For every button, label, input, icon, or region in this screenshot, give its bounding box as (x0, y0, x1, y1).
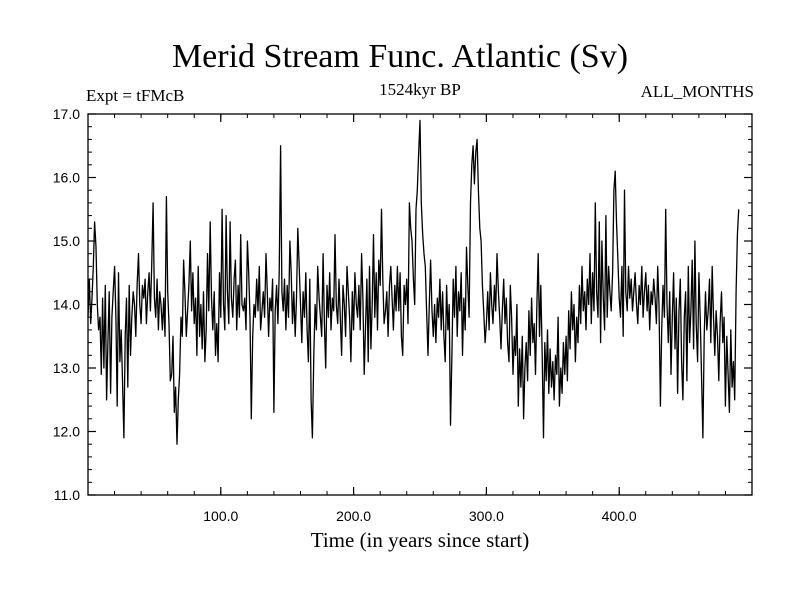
y-tick-label: 11.0 (54, 487, 80, 503)
y-tick-label: 16.0 (53, 170, 80, 186)
chart-subtitle: 1524kyr BP (379, 80, 461, 99)
x-axis-label: Time (in years since start) (310, 528, 530, 552)
y-axis: 11.0 12.0 13.0 14.0 15.0 16.0 17.0 (53, 106, 752, 503)
y-tick-label: 14.0 (53, 297, 80, 313)
x-tick-label: 100.0 (203, 508, 238, 524)
x-tick-label: 300.0 (469, 508, 504, 524)
months-label: ALL_MONTHS (640, 82, 754, 101)
experiment-label: Expt = tFMcB (86, 86, 185, 105)
y-tick-label: 12.0 (53, 424, 80, 440)
series-line (87, 119, 740, 445)
y-tick-label: 15.0 (53, 233, 80, 249)
y-tick-label: 17.0 (53, 106, 80, 122)
y-tick-label: 13.0 (53, 360, 80, 376)
chart-title: Merid Stream Func. Atlantic (Sv) (171, 38, 629, 75)
x-tick-label: 400.0 (602, 508, 637, 524)
x-tick-label: 200.0 (336, 508, 371, 524)
x-axis: 100.0 200.0 300.0 400.0 (87, 114, 753, 524)
